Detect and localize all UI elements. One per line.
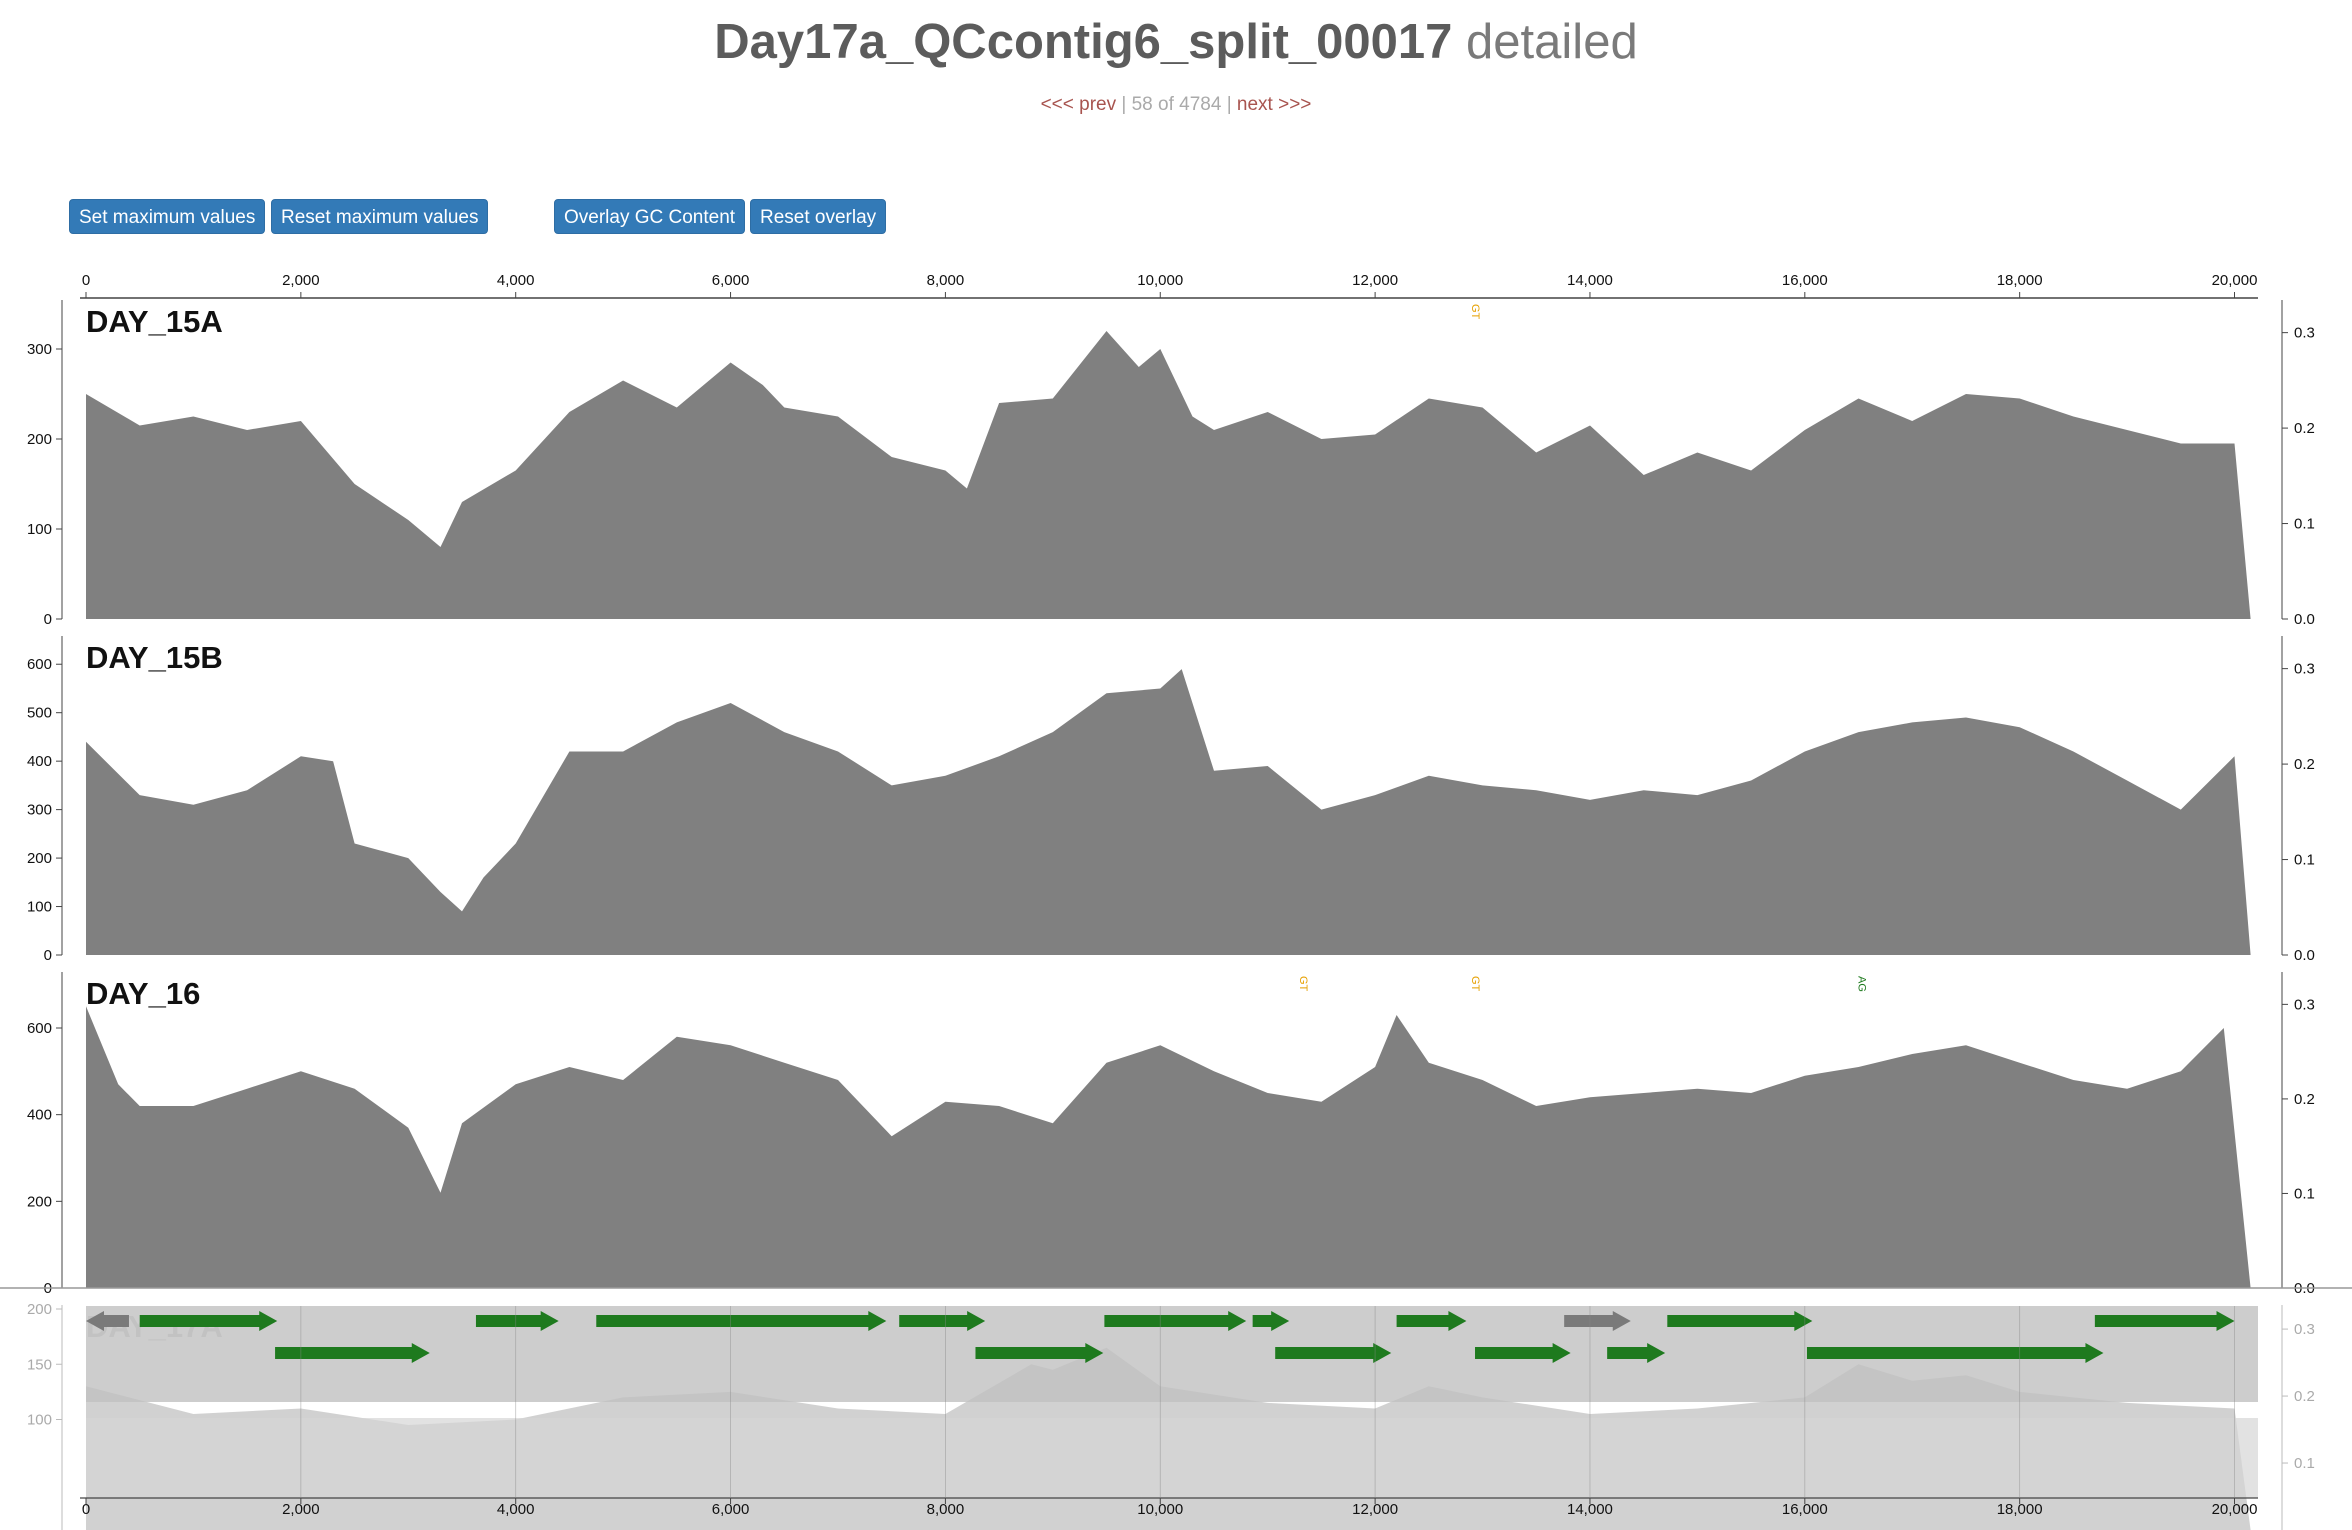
nav-separator: |: [1226, 94, 1232, 115]
nav-position: 58 of 4784: [1131, 94, 1222, 115]
page-title: Day17a_QCcontig6_split_00017 detailed: [0, 14, 2352, 70]
reset-overlay-button[interactable]: Reset overlay: [750, 199, 887, 234]
y-tick-label: 300: [27, 802, 52, 819]
y-tick-label: 0: [44, 611, 52, 628]
gene-arrow: [975, 1343, 1104, 1363]
y-tick-label: 150: [27, 1356, 52, 1373]
coverage-area: [86, 669, 2251, 955]
right-tick-label: 0.1: [2294, 516, 2315, 533]
y-tick-label: 200: [27, 1193, 52, 1210]
right-tick-label: 0.2: [2294, 756, 2315, 773]
y-tick-label: 0: [44, 947, 52, 964]
x-tick-label: 8,000: [927, 1501, 965, 1518]
gene-arrow: [1667, 1311, 1813, 1331]
sample-label: DAY_16: [86, 976, 200, 1011]
gene-arrow: [1564, 1311, 1631, 1331]
x-tick-label: 6,000: [712, 272, 750, 289]
x-tick-label: 16,000: [1782, 272, 1828, 289]
y-tick-label: 300: [27, 341, 52, 358]
gene-arrow: [2094, 1311, 2235, 1331]
x-tick-label: 4,000: [497, 1501, 535, 1518]
splice-annotation: GT: [1297, 976, 1309, 992]
x-tick-label: 12,000: [1352, 272, 1398, 289]
right-tick-label: 0.3: [2294, 661, 2315, 678]
right-tick-label: 0.2: [2294, 1388, 2315, 1405]
nav-separator: |: [1121, 94, 1127, 115]
gene-arrow: [1104, 1311, 1247, 1331]
coverage-area: [86, 1006, 2251, 1288]
gene-arrow: [1475, 1343, 1571, 1363]
y-tick-label: 600: [27, 656, 52, 673]
right-tick-label: 0.0: [2294, 947, 2315, 964]
x-tick-label: 2,000: [282, 1501, 320, 1518]
splice-annotation: GT: [1469, 976, 1481, 992]
y-tick-label: 600: [27, 1020, 52, 1037]
y-tick-label: 100: [27, 899, 52, 916]
gene-arrow: [1396, 1311, 1467, 1331]
x-tick-label: 4,000: [497, 272, 535, 289]
y-tick-label: 400: [27, 1107, 52, 1124]
right-tick-label: 0.0: [2294, 611, 2315, 628]
title-suffix: detailed: [1466, 15, 1638, 69]
sample-label: DAY_15A: [86, 304, 223, 339]
y-tick-label: 100: [27, 521, 52, 538]
contig-name: Day17a_QCcontig6_split_00017: [714, 15, 1453, 69]
y-tick-label: 400: [27, 753, 52, 770]
y-tick-label: 200: [27, 850, 52, 867]
x-tick-label: 18,000: [1997, 272, 2043, 289]
x-tick-label: 16,000: [1782, 1501, 1828, 1518]
x-tick-label: 10,000: [1137, 1501, 1183, 1518]
sample-label: DAY_15B: [86, 640, 223, 675]
y-tick-label: 500: [27, 705, 52, 722]
contig-navigation: <<< prev | 58 of 4784 | next >>>: [0, 94, 2352, 116]
gene-arrow: [1252, 1311, 1290, 1331]
x-tick-label: 6,000: [712, 1501, 750, 1518]
right-tick-label: 0.3: [2294, 1321, 2315, 1338]
sample-panel-day_15a: 0 100 200 300 0.0 0.1 0.2 0.3 DAY_15A GT: [27, 300, 2315, 628]
gene-arrow: [86, 1311, 129, 1331]
right-tick-label: 0.1: [2294, 1185, 2315, 1202]
y-tick-label: 200: [27, 1301, 52, 1318]
sample-panel-day_15b: 0 100 200 300 400 500 600 0.0 0.1 0.2 0.3 DAY_15B: [27, 636, 2315, 964]
gene-arrow: [1275, 1343, 1392, 1363]
next-link[interactable]: next >>>: [1236, 94, 1312, 115]
gene-arrow: [596, 1311, 887, 1331]
x-tick-label: 14,000: [1567, 1501, 1613, 1518]
right-tick-label: 0.2: [2294, 1091, 2315, 1108]
right-tick-label: 0.1: [2294, 1455, 2315, 1472]
x-tick-label: 8,000: [927, 272, 965, 289]
gene-arrow: [275, 1343, 430, 1363]
gene-arrow: [475, 1311, 559, 1331]
y-tick-label: 100: [27, 1412, 52, 1429]
right-tick-label: 0.3: [2294, 996, 2315, 1013]
x-tick-label: 0: [82, 272, 90, 289]
gene-arrow: [139, 1311, 278, 1331]
gene-band-bottom: [86, 1418, 2258, 1498]
set-maximum-values-button[interactable]: Set maximum values: [69, 199, 266, 234]
gene-arrow: [899, 1311, 986, 1331]
prev-link[interactable]: <<< prev: [1040, 94, 1117, 115]
splice-annotation: GT: [1469, 304, 1481, 320]
x-tick-label: 18,000: [1997, 1501, 2043, 1518]
x-tick-label: 20,000: [2212, 272, 2258, 289]
x-tick-label: 20,000: [2212, 1501, 2258, 1518]
reset-maximum-values-button[interactable]: Reset maximum values: [271, 199, 489, 234]
gene-arrow: [1607, 1343, 1666, 1363]
x-tick-label: 0: [82, 1501, 90, 1518]
right-tick-label: 0.2: [2294, 420, 2315, 437]
y-tick-label: 200: [27, 431, 52, 448]
gene-arrow: [1806, 1343, 2104, 1363]
coverage-area: [86, 331, 2251, 619]
x-tick-label: 14,000: [1567, 272, 1613, 289]
overlay-gc-content-button[interactable]: Overlay GC Content: [554, 199, 746, 234]
x-tick-label: 2,000: [282, 272, 320, 289]
right-tick-label: 0.3: [2294, 325, 2315, 342]
x-tick-label: 12,000: [1352, 1501, 1398, 1518]
right-tick-label: 0.1: [2294, 852, 2315, 869]
splice-annotation: AG: [1856, 976, 1868, 992]
x-tick-label: 10,000: [1137, 272, 1183, 289]
